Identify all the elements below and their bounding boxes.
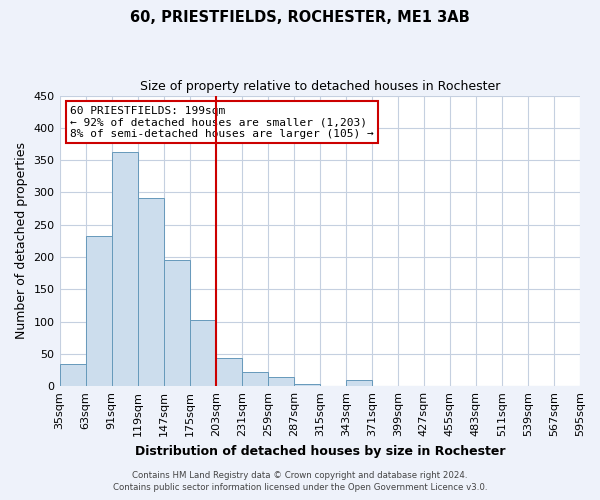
Text: Contains HM Land Registry data © Crown copyright and database right 2024.
Contai: Contains HM Land Registry data © Crown c… bbox=[113, 471, 487, 492]
X-axis label: Distribution of detached houses by size in Rochester: Distribution of detached houses by size … bbox=[134, 444, 505, 458]
Bar bbox=[112, 152, 137, 386]
Text: 60 PRIESTFIELDS: 199sqm
← 92% of detached houses are smaller (1,203)
8% of semi-: 60 PRIESTFIELDS: 199sqm ← 92% of detache… bbox=[70, 106, 374, 139]
Bar bbox=[268, 377, 294, 386]
Y-axis label: Number of detached properties: Number of detached properties bbox=[15, 142, 28, 340]
Bar bbox=[190, 320, 215, 386]
Bar bbox=[346, 380, 372, 386]
Bar bbox=[86, 236, 112, 386]
Bar bbox=[164, 260, 190, 386]
Bar bbox=[137, 198, 164, 386]
Text: 60, PRIESTFIELDS, ROCHESTER, ME1 3AB: 60, PRIESTFIELDS, ROCHESTER, ME1 3AB bbox=[130, 10, 470, 25]
Title: Size of property relative to detached houses in Rochester: Size of property relative to detached ho… bbox=[140, 80, 500, 93]
Bar bbox=[59, 364, 86, 386]
Bar bbox=[294, 384, 320, 386]
Bar bbox=[215, 358, 242, 386]
Bar bbox=[242, 372, 268, 386]
